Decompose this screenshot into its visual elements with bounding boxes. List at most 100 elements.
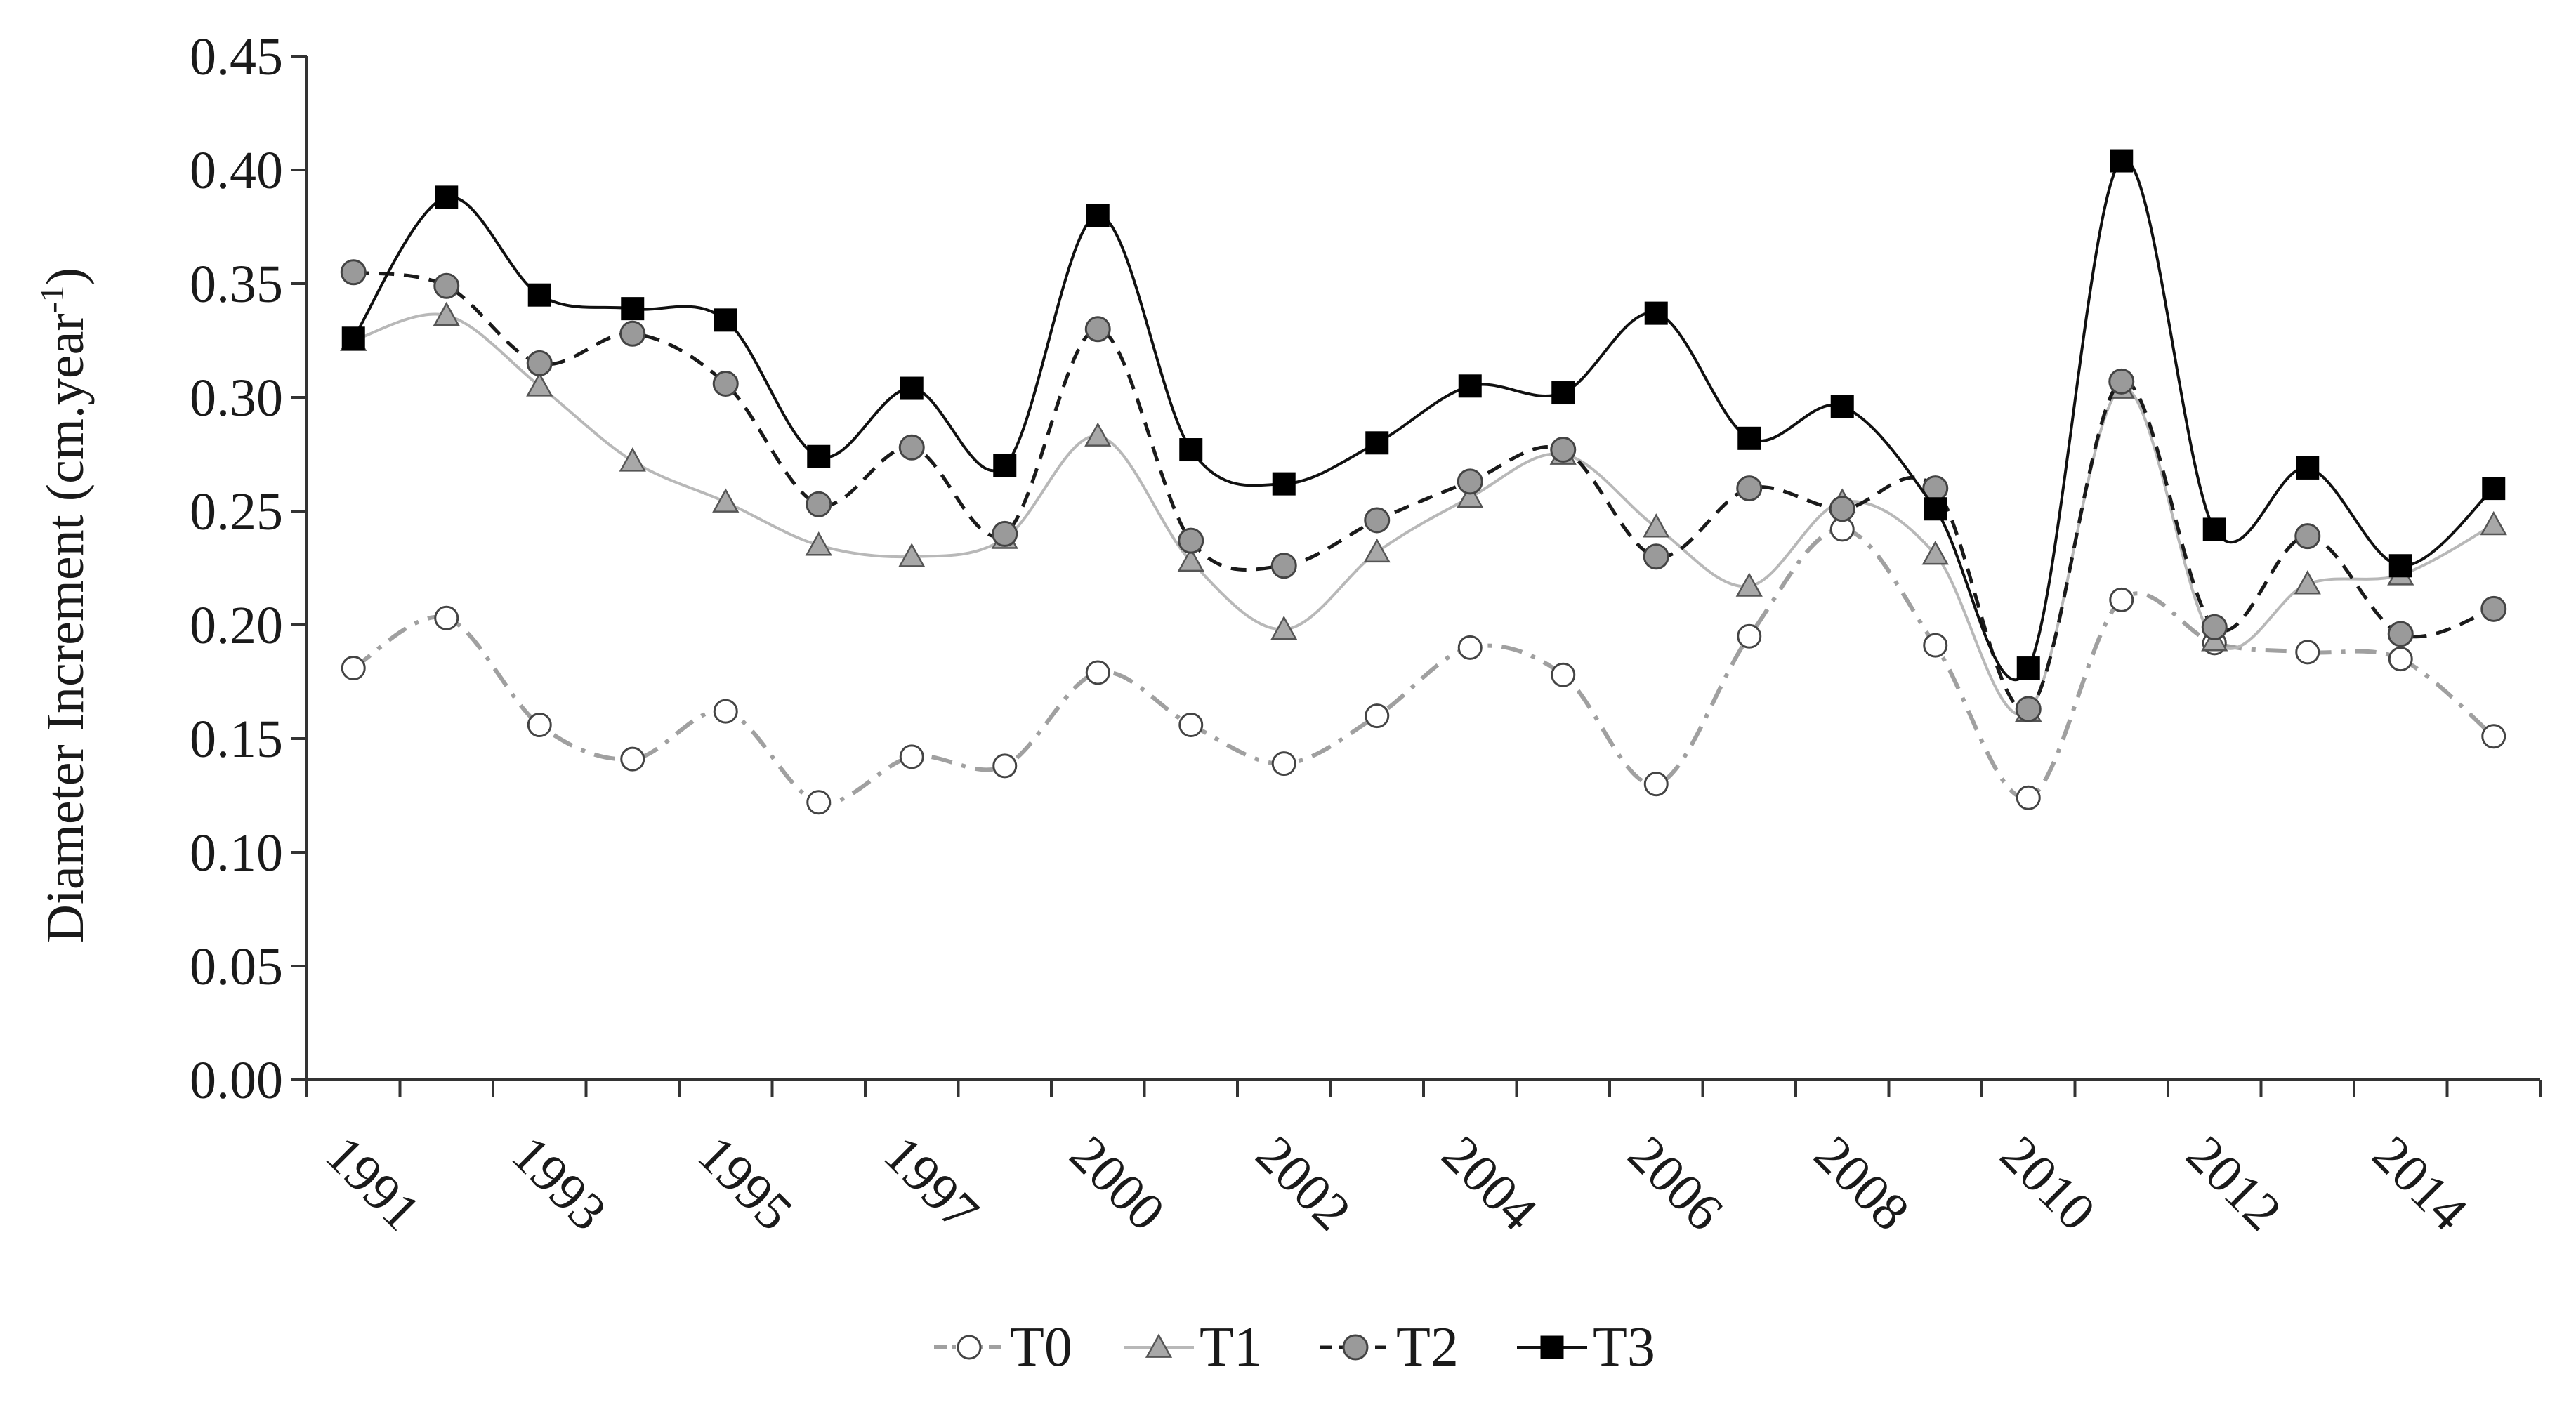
x-tick-label: 2008: [1803, 1125, 1920, 1242]
y-axis: 0.00 0.05 0.10 0.15 0.20 0.25 0.30 0.35 0.40 0.45: [190, 27, 308, 1110]
data-point: [620, 746, 645, 772]
data-point: [899, 744, 924, 769]
y-tick-label: 0.00: [190, 1051, 283, 1110]
data-point: [1457, 468, 1483, 495]
legend: T0 T1 T2 T3: [934, 1316, 1655, 1378]
x-tick-label: 2002: [1244, 1125, 1362, 1242]
x-tick-label: 1995: [686, 1125, 803, 1242]
data-point: [2202, 517, 2226, 541]
data-point: [898, 543, 926, 567]
data-point: [341, 326, 365, 350]
data-point: [1365, 431, 1389, 455]
data-point: [713, 699, 738, 724]
data-point: [619, 447, 646, 472]
data-point: [2016, 785, 2041, 810]
data-point: [1643, 772, 1669, 797]
y-tick-label: 0.45: [190, 27, 283, 86]
data-point: [340, 259, 367, 286]
legend-item-t1: T1: [1124, 1316, 1262, 1378]
data-point: [1270, 553, 1297, 579]
data-point: [1551, 381, 1575, 405]
data-point: [1540, 1335, 1564, 1359]
data-point: [992, 520, 1018, 547]
data-point: [2294, 523, 2321, 550]
data-point: [957, 1335, 982, 1360]
data-point: [1457, 635, 1483, 660]
data-point: [1736, 475, 1763, 502]
data-point: [2388, 554, 2412, 578]
data-point: [2295, 640, 2320, 665]
data-point: [2015, 696, 2042, 722]
x-tick-label: 2006: [1617, 1125, 1734, 1242]
series-t2: [340, 259, 2507, 722]
y-tick-label: 0.10: [190, 824, 283, 883]
data-point: [2296, 456, 2320, 480]
x-tick-label: 1991: [314, 1125, 431, 1242]
y-tick-label: 0.35: [190, 255, 283, 314]
data-point: [806, 491, 832, 517]
data-point: [1551, 662, 1576, 687]
data-point: [2294, 570, 2321, 595]
legend-item-t2: T2: [1320, 1316, 1459, 1378]
data-point: [2388, 647, 2413, 672]
y-tick-label: 0.15: [190, 710, 283, 769]
y-axis-title: Diameter Increment (cm.year-1): [34, 267, 95, 943]
data-point: [807, 444, 831, 468]
data-point: [1270, 615, 1298, 640]
x-tick-label: 2014: [2361, 1125, 2478, 1242]
data-point: [2387, 621, 2414, 647]
data-point: [1830, 395, 1854, 418]
data-point: [1829, 496, 1855, 522]
data-point: [1644, 301, 1668, 325]
data-point: [1924, 497, 1947, 521]
data-point: [2110, 149, 2134, 173]
x-axis: 1991 1993 1995 1997 2000 2002 2004 2006 2008 2010…: [305, 1078, 2542, 1242]
legend-item-t0: T0: [934, 1316, 1072, 1378]
data-point: [435, 185, 459, 209]
data-point: [1458, 374, 1482, 398]
data-point: [1643, 513, 1670, 538]
data-point: [1363, 538, 1391, 563]
data-point: [1272, 472, 1296, 496]
data-point: [619, 320, 646, 347]
data-point: [2480, 510, 2507, 536]
data-point: [1365, 704, 1390, 729]
data-point: [1179, 438, 1203, 462]
legend-label: T0: [1010, 1316, 1072, 1378]
data-point: [526, 372, 553, 397]
data-point: [1737, 426, 1761, 450]
data-point: [1145, 1333, 1173, 1358]
x-tick-label: 1993: [500, 1125, 617, 1242]
legend-item-t3: T3: [1517, 1316, 1655, 1378]
data-point: [1178, 713, 1204, 738]
y-axis-title-end: ): [36, 267, 95, 285]
data-point: [527, 283, 551, 307]
data-point: [1084, 316, 1111, 343]
data-point: [2201, 614, 2228, 640]
data-point: [1178, 527, 1204, 554]
data-point: [1364, 507, 1391, 534]
data-point: [341, 656, 366, 681]
data-point: [526, 350, 553, 376]
data-point: [2480, 595, 2507, 622]
legend-label: T1: [1200, 1316, 1262, 1378]
legend-label: T2: [1396, 1316, 1459, 1378]
data-point: [1643, 543, 1669, 570]
data-point: [2109, 587, 2134, 612]
data-point: [898, 434, 925, 461]
data-point: [1086, 204, 1110, 227]
data-point: [1921, 540, 1949, 565]
data-point: [1923, 633, 1948, 658]
y-tick-label: 0.20: [190, 596, 283, 655]
data-point: [1342, 1334, 1369, 1361]
data-point: [1737, 623, 1762, 649]
data-point: [433, 301, 460, 326]
data-point: [434, 605, 459, 630]
data-point: [433, 272, 460, 299]
data-point: [2482, 477, 2506, 501]
series-t3: [341, 149, 2506, 682]
data-point: [1084, 422, 1112, 447]
data-point: [805, 531, 832, 556]
data-point: [2108, 368, 2135, 395]
